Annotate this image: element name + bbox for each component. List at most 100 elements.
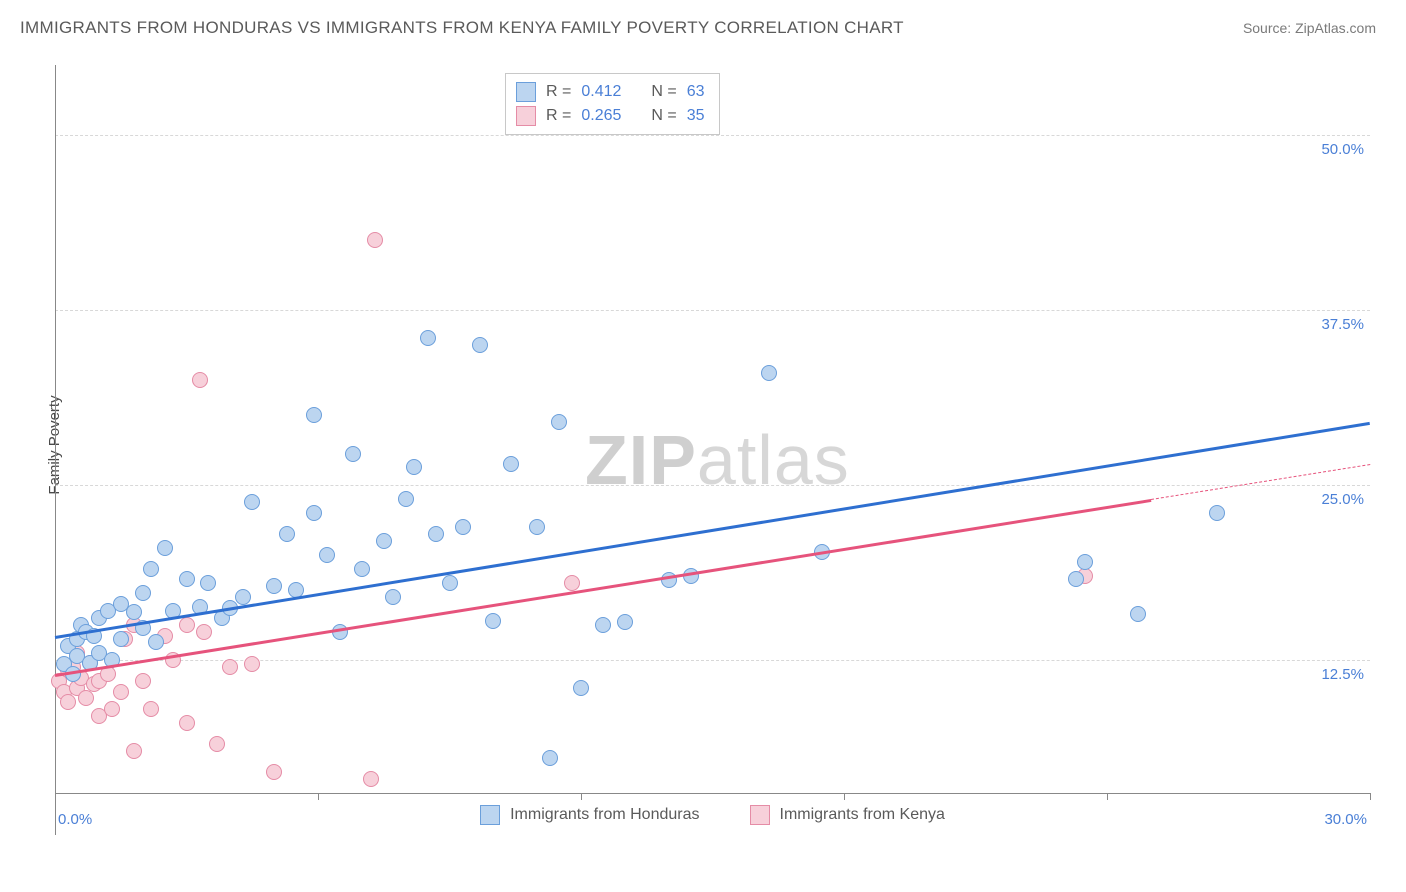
data-point (60, 694, 76, 710)
data-point (235, 589, 251, 605)
data-point (428, 526, 444, 542)
data-point (209, 736, 225, 752)
data-point (363, 771, 379, 787)
data-point (266, 578, 282, 594)
data-point (385, 589, 401, 605)
gridline (55, 485, 1370, 486)
data-point (104, 701, 120, 717)
data-point (135, 585, 151, 601)
data-point (179, 617, 195, 633)
data-point (244, 656, 260, 672)
legend-swatch (516, 106, 536, 126)
legend-label: Immigrants from Kenya (780, 806, 945, 824)
data-point (455, 519, 471, 535)
legend-swatch (480, 805, 500, 825)
data-point (179, 715, 195, 731)
data-point (551, 414, 567, 430)
x-tick (55, 793, 56, 800)
legend-r-label: R = (546, 104, 571, 128)
chart-header: IMMIGRANTS FROM HONDURAS VS IMMIGRANTS F… (0, 0, 1406, 46)
x-tick (1370, 793, 1371, 800)
data-point (442, 575, 458, 591)
data-point (266, 764, 282, 780)
chart-area: Family Poverty ZIPatlas 12.5%25.0%37.5%5… (20, 55, 1385, 835)
y-axis (55, 65, 56, 835)
watermark-light: atlas (697, 421, 850, 499)
legend-n-label: N = (651, 80, 676, 104)
data-point (617, 614, 633, 630)
y-tick-label: 37.5% (1321, 316, 1364, 333)
legend-row: R = 0.412 N = 63 (516, 80, 705, 104)
data-point (406, 459, 422, 475)
data-point (244, 494, 260, 510)
data-point (135, 673, 151, 689)
data-point (192, 372, 208, 388)
data-point (573, 680, 589, 696)
gridline (55, 135, 1370, 136)
chart-title: IMMIGRANTS FROM HONDURAS VS IMMIGRANTS F… (20, 18, 904, 38)
data-point (354, 561, 370, 577)
data-point (542, 750, 558, 766)
data-point (319, 547, 335, 563)
gridline (55, 310, 1370, 311)
data-point (529, 519, 545, 535)
data-point (143, 561, 159, 577)
x-tick (581, 793, 582, 800)
data-point (485, 613, 501, 629)
legend-series: Immigrants from Honduras Immigrants from … (55, 805, 1370, 825)
data-point (332, 624, 348, 640)
data-point (279, 526, 295, 542)
data-point (222, 659, 238, 675)
x-tick (318, 793, 319, 800)
data-point (1068, 571, 1084, 587)
legend-n-label: N = (651, 104, 676, 128)
x-axis (55, 793, 1370, 794)
data-point (683, 568, 699, 584)
data-point (398, 491, 414, 507)
x-tick (1107, 793, 1108, 800)
legend-r-label: R = (546, 80, 571, 104)
data-point (113, 631, 129, 647)
legend-n-value: 63 (687, 80, 705, 104)
data-point (345, 446, 361, 462)
legend-swatch (750, 805, 770, 825)
legend-label: Immigrants from Honduras (510, 806, 699, 824)
data-point (306, 505, 322, 521)
legend-swatch (516, 82, 536, 102)
data-point (113, 684, 129, 700)
data-point (126, 604, 142, 620)
data-point (761, 365, 777, 381)
data-point (143, 701, 159, 717)
watermark: ZIPatlas (585, 420, 850, 500)
data-point (1209, 505, 1225, 521)
data-point (420, 330, 436, 346)
data-point (179, 571, 195, 587)
data-point (564, 575, 580, 591)
data-point (595, 617, 611, 633)
plot-area: ZIPatlas 12.5%25.0%37.5%50.0%0.0%30.0%R … (55, 65, 1370, 835)
y-tick-label: 12.5% (1321, 666, 1364, 683)
watermark-bold: ZIP (585, 421, 697, 499)
data-point (148, 634, 164, 650)
data-point (367, 232, 383, 248)
data-point (78, 690, 94, 706)
data-point (306, 407, 322, 423)
data-point (1077, 554, 1093, 570)
legend-correlation: R =0.412N =63R =0.265N =35 (505, 73, 720, 135)
legend-item: Immigrants from Honduras (480, 805, 699, 825)
data-point (196, 624, 212, 640)
legend-row: R =0.265N =35 (516, 104, 705, 128)
trend-line (55, 499, 1151, 676)
data-point (1130, 606, 1146, 622)
data-point (157, 540, 173, 556)
chart-source: Source: ZipAtlas.com (1243, 20, 1376, 36)
y-tick-label: 25.0% (1321, 491, 1364, 508)
data-point (472, 337, 488, 353)
data-point (503, 456, 519, 472)
legend-r-value: 0.265 (581, 104, 621, 128)
y-tick-label: 50.0% (1321, 141, 1364, 158)
data-point (126, 743, 142, 759)
x-tick (844, 793, 845, 800)
legend-item: Immigrants from Kenya (750, 805, 945, 825)
legend-r-value: 0.412 (581, 80, 621, 104)
